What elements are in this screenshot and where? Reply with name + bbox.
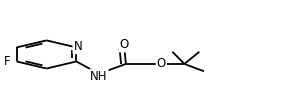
Text: F: F bbox=[4, 55, 10, 68]
Text: O: O bbox=[157, 57, 166, 70]
Text: O: O bbox=[120, 38, 129, 51]
Text: N: N bbox=[73, 40, 82, 53]
Text: NH: NH bbox=[90, 70, 108, 83]
